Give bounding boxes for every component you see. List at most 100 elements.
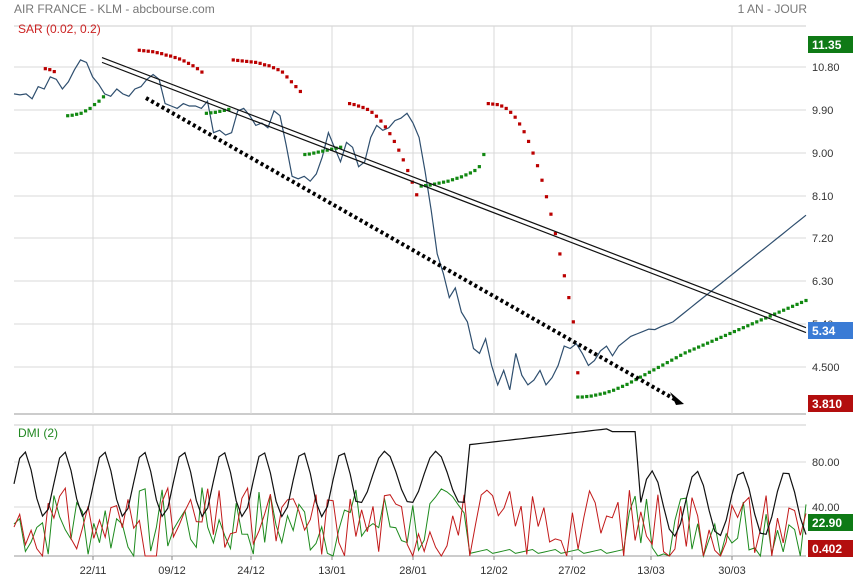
sar-dot [433,182,437,186]
sar-dot [325,148,329,152]
sar-dot [585,394,589,399]
sar-dot [392,139,396,144]
sar-dot [200,70,204,74]
sar-dot [70,113,74,117]
sar-dot [209,111,213,115]
y-tick-label: 8.10 [812,191,833,203]
sar-dot [477,165,481,169]
sar-dot [204,111,209,115]
arrow-head [670,392,684,405]
sar-dot [164,53,168,57]
sar-dot [799,300,804,305]
sar-dot [634,377,638,382]
sar-dot [683,351,687,355]
sar-dot [415,193,419,197]
sar-dot [446,179,450,183]
low-value-badge: 3.810 [812,397,842,411]
sar-dot [741,326,745,330]
dmi-y-tick-label: 40.00 [812,502,840,514]
sar-dot [75,112,79,116]
sar-dot [339,145,343,149]
sar-dot [540,178,544,182]
high-value-badge: 11.35 [812,38,842,52]
sar-dot [388,132,392,136]
sar-dot [410,180,414,184]
x-tick-label: 24/12 [237,565,265,577]
y-tick-label: 4.500 [812,362,840,374]
sar-dot [732,329,737,334]
sar-dot [97,99,101,103]
grid [14,25,806,560]
sar-dot [522,130,526,134]
sar-dot [437,181,441,185]
sar-dot [321,149,325,153]
sar-dot [365,107,370,112]
sar-dot [142,49,146,53]
sar-dot [213,110,217,114]
sar-dot [728,331,732,336]
dmi-minus-badge: 0.402 [812,542,842,556]
sar-dot [777,310,781,314]
sar-dot [620,384,625,388]
sar-dot [267,64,271,68]
sar-dot [312,151,316,155]
value-badges: 11.35 5.34 3.810 22.90 0.402 [808,36,853,557]
sar-dot [428,183,432,187]
dmi-adx-line [13,428,807,538]
sar-dot [258,61,262,65]
sar-dot [576,371,580,375]
sar-dot [316,150,320,154]
sar-dot [773,312,777,316]
dmi-y-tick-label: 80.00 [812,457,840,469]
sar-dot [692,347,696,351]
sar-dot [227,107,231,112]
sar-dot [746,324,750,328]
sar-dot [513,115,517,119]
sar-dot [764,316,768,320]
sar-dot [455,176,459,180]
sar-dot [137,48,141,52]
sar-dot [768,314,772,318]
sar-dot [549,212,553,216]
sar-dot [643,373,647,377]
sar-dot [298,89,302,94]
sar-dot [52,69,56,74]
sar-dot [625,382,629,387]
sar-dot [544,195,549,199]
x-tick-label: 30/03 [718,565,746,577]
sar-dot [406,168,410,173]
x-tick-label: 09/12 [158,565,186,577]
sar-dot [705,341,710,345]
sar-dot [356,104,361,108]
last-value-badge-bg [808,322,853,339]
sar-dot [750,322,754,326]
y-tick-label: 9.90 [812,105,833,117]
sar-dot [173,55,177,60]
sar-dot [240,59,244,63]
sar-dot [92,102,97,107]
sar-dot [518,122,522,126]
sar-dot [186,61,191,65]
sar-dot [294,85,298,89]
sar-dot [567,296,571,300]
sar-dot [222,108,226,112]
sar-layer [43,48,808,399]
trendlines [101,56,807,405]
sar-dot [289,80,294,84]
sar-indicator-label: SAR (0.02, 0.2) [18,22,101,36]
sar-dot [598,392,602,396]
dmi-layer [13,428,807,558]
sar-dot [473,168,477,173]
low-value-badge-bg [808,395,853,412]
sar-dot [271,66,276,70]
dotted-arrow-line [145,96,677,402]
sar-dot [374,114,379,118]
sar-dot [101,95,106,99]
sar-dot [450,178,455,182]
sar-dot [249,60,253,64]
sar-dot [656,365,660,370]
sar-dot [504,106,508,111]
y-tick-label: 9.00 [812,148,833,160]
x-tick-label: 13/03 [637,565,665,577]
sar-dot [594,393,598,397]
